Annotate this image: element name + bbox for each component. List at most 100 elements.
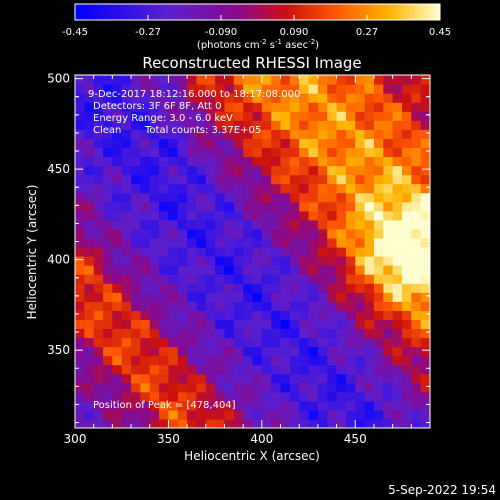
heatmap-cell (327, 391, 338, 402)
heatmap-cell (215, 111, 226, 121)
heatmap-cell (187, 120, 198, 130)
heatmap-cell (224, 174, 235, 185)
heatmap-cell (84, 183, 95, 194)
heatmap-cell (75, 373, 85, 384)
heatmap-cell (308, 165, 319, 176)
heatmap-cell (271, 373, 282, 384)
heatmap-cell (205, 283, 216, 293)
heatmap-cell (168, 111, 179, 121)
heatmap-cell (196, 201, 207, 212)
heatmap-cell (159, 400, 170, 411)
heatmap-cell (271, 201, 282, 212)
heatmap-cell (383, 120, 394, 130)
heatmap-cell (364, 129, 375, 139)
heatmap-cell (261, 319, 272, 330)
heatmap-cell (355, 418, 366, 428)
heatmap-cell (289, 409, 300, 420)
heatmap-cell (140, 237, 151, 248)
heatmap-cell (215, 265, 226, 275)
heatmap-cell (177, 228, 188, 239)
heatmap-cell (224, 265, 235, 275)
heatmap-cell (345, 274, 356, 284)
heatmap-cell (196, 75, 207, 85)
heatmap-cell (401, 319, 412, 330)
heatmap-cell (420, 210, 430, 221)
heatmap-cell (373, 120, 384, 130)
heatmap-cell (149, 256, 160, 266)
heatmap-cell (103, 310, 113, 320)
heatmap-cell (112, 174, 123, 185)
heatmap-cell (420, 219, 430, 230)
heatmap-cell (205, 237, 216, 248)
x-axis-label: Heliocentric X (arcsec) (184, 449, 320, 463)
heatmap-cell (140, 373, 151, 384)
heatmap-cell (205, 93, 216, 103)
heatmap-cell (215, 355, 226, 366)
heatmap-cell (112, 228, 123, 239)
heatmap-cell (308, 328, 319, 339)
heatmap-cell (159, 138, 170, 149)
heatmap-cell (364, 93, 375, 103)
heatmap-cell (215, 165, 226, 176)
heatmap-cell (308, 147, 319, 158)
heatmap-cell (373, 129, 384, 139)
heatmap-cell (140, 111, 151, 121)
y-tick-label: 400 (47, 253, 70, 267)
heatmap-cell (252, 237, 263, 248)
heatmap-cell (327, 219, 338, 230)
heatmap-cell (252, 183, 263, 194)
heatmap-cell (345, 210, 356, 221)
y-tick-label: 350 (47, 343, 70, 357)
heatmap-cell (261, 418, 272, 428)
heatmap-cell (205, 346, 216, 357)
heatmap-cell (205, 274, 216, 284)
heatmap-cell (327, 256, 338, 266)
heatmap-cell (420, 373, 430, 384)
heatmap-cell (131, 292, 141, 302)
heatmap-cell (261, 111, 272, 121)
heatmap-cell (336, 156, 347, 167)
heatmap-cell (308, 246, 319, 257)
heatmap-cell (103, 346, 113, 357)
heatmap-cell (317, 84, 328, 94)
heatmap-cell (205, 138, 216, 149)
heatmap-cell (271, 265, 282, 275)
heatmap-cell (327, 138, 338, 149)
heatmap-cell (159, 147, 170, 158)
heatmap-cell (392, 174, 403, 185)
heatmap-cell (187, 418, 198, 428)
heatmap-cell (159, 418, 170, 428)
heatmap-cell (289, 391, 300, 402)
heatmap-cell (177, 256, 188, 266)
heatmap-cell (261, 165, 272, 176)
heatmap-cell (420, 346, 430, 357)
heatmap-cell (168, 382, 179, 393)
heatmap-cell (411, 274, 422, 284)
heatmap-cell (411, 364, 422, 375)
heatmap-cell (317, 102, 328, 112)
heatmap-cell (140, 346, 151, 357)
colorbar-tick-label: 0.090 (280, 27, 309, 38)
heatmap-cell (271, 364, 282, 375)
heatmap-cell (261, 382, 272, 393)
heatmap-cell (317, 310, 328, 320)
heatmap-cell (205, 337, 216, 348)
heatmap-cell (373, 237, 384, 248)
heatmap-cell (373, 400, 384, 411)
heatmap-cell (373, 192, 384, 203)
heatmap-cell (224, 301, 235, 311)
heatmap-cell (289, 147, 300, 158)
heatmap-cell (140, 165, 151, 176)
heatmap-cell (317, 355, 328, 366)
heatmap-cell (93, 382, 104, 393)
heatmap-cell (131, 165, 141, 176)
heatmap-cell (205, 156, 216, 167)
heatmap-cell (196, 274, 207, 284)
heatmap-cell (103, 102, 113, 112)
heatmap-cell (392, 364, 403, 375)
heatmap-cell (392, 373, 403, 384)
heatmap-cell (252, 93, 263, 103)
heatmap-cell (233, 219, 244, 230)
heatmap-cell (103, 201, 113, 212)
heatmap-cell (224, 337, 235, 348)
